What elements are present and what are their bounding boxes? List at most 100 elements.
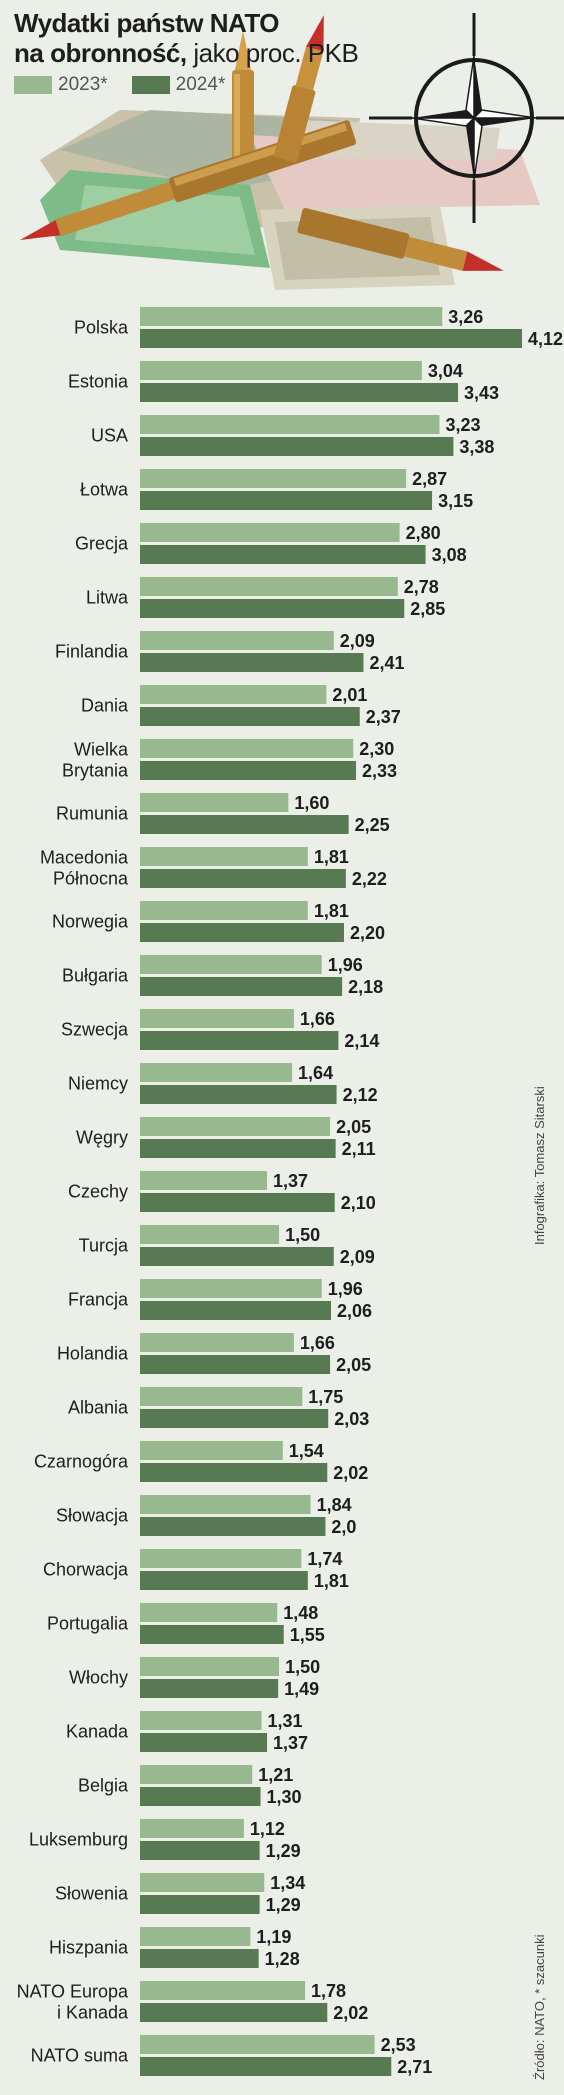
value-label-2024: 2,25 (355, 815, 390, 835)
category-label-line: Polska (74, 318, 129, 338)
bar-2023 (140, 1171, 268, 1190)
value-label-2024: 2,18 (348, 977, 383, 997)
bar-2024 (140, 653, 364, 672)
value-label-2023: 1,75 (308, 1387, 343, 1407)
bar-group: Turcja 1,50 2,09 (79, 1225, 375, 1267)
bar-2024 (140, 2003, 328, 2022)
category-label: Wielka Brytania (62, 740, 129, 781)
credit-text: Infografika: Tomasz Sitarski (532, 1086, 547, 1245)
value-label-2024: 2,85 (410, 599, 445, 619)
bar-2023 (140, 685, 327, 704)
header-illustration (20, 13, 564, 290)
bar-2023 (140, 1441, 283, 1460)
value-label-2023: 1,34 (270, 1873, 305, 1893)
category-label-line: Turcja (79, 1236, 129, 1256)
bar-group: Chorwacja 1,741,81 (43, 1549, 349, 1591)
category-label-line: Hiszpania (49, 1938, 129, 1958)
value-label-2024: 1,30 (267, 1787, 302, 1807)
bar-2024 (140, 545, 426, 564)
legend-item-2024: 2024* (131, 74, 225, 96)
title-line-2: na obronność, jako proc. PKB (14, 38, 359, 68)
bar-group: Rumunia 1,60 2,25 (56, 793, 390, 835)
bar-group: Dania 2,012,37 (81, 685, 401, 727)
bar-group: Wielka Brytania 2,302,33 (62, 739, 397, 781)
category-label: Holandia (57, 1344, 129, 1364)
legend-item-2023: 2023* (14, 74, 108, 96)
bar-2024 (140, 1625, 284, 1644)
bar-2024 (140, 1463, 328, 1482)
bar-2024 (140, 815, 349, 834)
category-label-line: Słowenia (55, 1884, 129, 1904)
bar-2024 (140, 869, 346, 888)
category-label: Francja (68, 1290, 129, 1310)
category-label: Rumunia (56, 804, 129, 824)
category-label: Szwecja (61, 1020, 129, 1040)
bar-group: Holandia 1,662,05 (57, 1333, 371, 1375)
category-label: Grecja (75, 534, 129, 554)
cartridges-illustration (20, 15, 504, 271)
bar-group: Kanada 1,311,37 (66, 1711, 308, 1753)
category-label-line: Północna (53, 869, 129, 889)
value-label-2023: 1,50 (285, 1657, 320, 1677)
category-label-line: Łotwa (80, 480, 129, 500)
bar-2024 (140, 1949, 259, 1968)
source-container: Źródło: NATO, * szacunki (532, 1930, 558, 2080)
bar-group: Litwa 2,782,85 (86, 577, 445, 619)
bar-group: USA 3,233,38 (91, 415, 494, 457)
value-label-2024: 2,03 (334, 1409, 369, 1429)
value-label-2024: 2,02 (333, 2003, 368, 2023)
value-label-2024: 2,12 (343, 1085, 378, 1105)
bar-group: Włochy 1,501,49 (69, 1657, 320, 1699)
bar-group: Polska 3,26 4,12 (74, 307, 563, 349)
bar-2023 (140, 1333, 294, 1352)
value-label-2024: 2,37 (366, 707, 401, 727)
value-label-2024: 1,49 (284, 1679, 319, 1699)
bar-2024 (140, 1301, 331, 1320)
bar-2023 (140, 1603, 278, 1622)
bar-2023 (140, 1009, 294, 1028)
category-label-line: Czechy (68, 1182, 128, 1202)
bar-2023 (140, 1549, 302, 1568)
category-label: Polska (74, 318, 129, 338)
category-label: Luksemburg (29, 1830, 128, 1850)
value-label-2023: 1,81 (314, 901, 349, 921)
bar-2023 (140, 2035, 375, 2054)
category-label-line: Kanada (66, 1722, 129, 1742)
category-label-line: Luksemburg (29, 1830, 128, 1850)
category-label: Słowacja (56, 1506, 129, 1526)
category-label: Norwegia (52, 912, 129, 932)
value-label-2024: 2,06 (337, 1301, 372, 1321)
title-line-2-light: jako proc. PKB (186, 38, 359, 68)
bar-2024 (140, 707, 360, 726)
category-label-line: Holandia (57, 1344, 129, 1364)
value-label-2023: 1,78 (311, 1981, 346, 2001)
category-label: USA (91, 426, 128, 446)
value-label-2024: 1,29 (266, 1895, 301, 1915)
value-label-2024: 1,37 (273, 1733, 308, 1753)
category-label-line: Finlandia (55, 642, 129, 662)
bar-group: Norwegia 1,812,20 (52, 901, 385, 943)
value-label-2023: 2,01 (332, 685, 367, 705)
value-label-2024: 1,81 (314, 1571, 349, 1591)
value-label-2023: 2,09 (340, 631, 375, 651)
category-label: Hiszpania (49, 1938, 129, 1958)
bar-2024 (140, 1409, 329, 1428)
bar-group: Niemcy 1,64 2,12 (68, 1063, 378, 1105)
value-label-2023: 1,66 (300, 1009, 335, 1029)
compass-star-icon (369, 13, 564, 223)
bar-2023 (140, 1981, 306, 2000)
chart-title: Wydatki państw NATO na obronność, jako p… (14, 8, 359, 68)
category-label: Albania (68, 1398, 129, 1418)
value-label-2023: 1,64 (298, 1063, 333, 1083)
category-label-line: Brytania (62, 761, 129, 781)
category-label-line: Norwegia (52, 912, 129, 932)
bar-2023 (140, 1927, 251, 1946)
bar-group: Hiszpania 1,191,28 (49, 1927, 300, 1969)
bar-2024 (140, 599, 405, 618)
bar-2024 (140, 329, 522, 348)
value-label-2023: 1,31 (267, 1711, 302, 1731)
bar-2024 (140, 1517, 326, 1536)
bar-2023 (140, 1873, 265, 1892)
bar-group: NATO Europa i Kanada 1,782,02 (17, 1981, 368, 2023)
source-text: Źródło: NATO, * szacunki (532, 1934, 547, 2080)
